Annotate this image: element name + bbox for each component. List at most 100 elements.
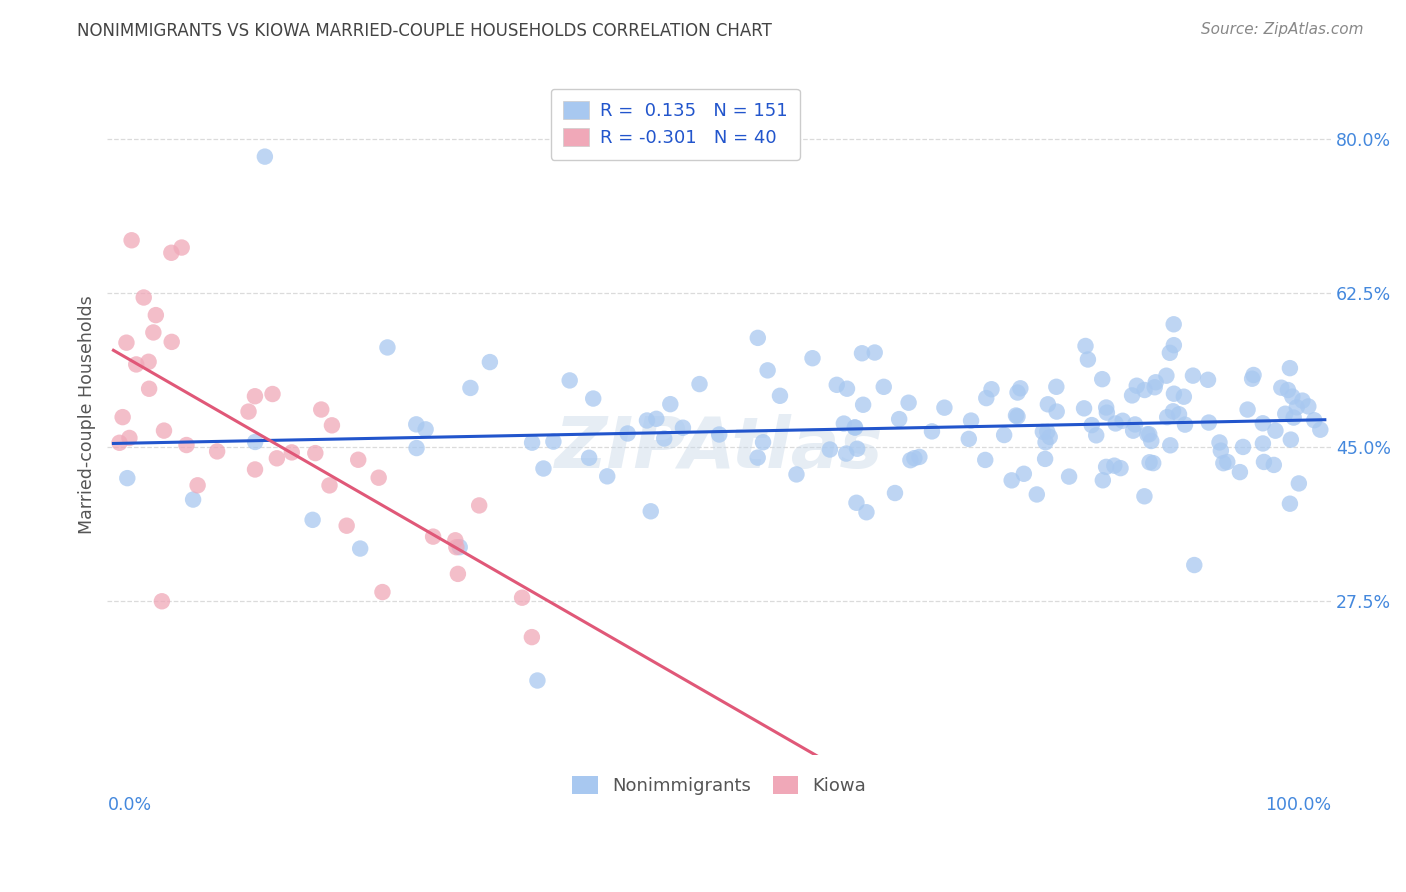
Point bbox=[262, 387, 284, 401]
Point bbox=[659, 397, 682, 411]
Point bbox=[1057, 469, 1080, 483]
Point bbox=[1236, 402, 1258, 417]
Point bbox=[1033, 451, 1056, 466]
Point bbox=[321, 418, 343, 433]
Point bbox=[1036, 397, 1059, 411]
Point bbox=[974, 453, 997, 467]
Point bbox=[121, 233, 143, 247]
Point bbox=[844, 420, 866, 434]
Point bbox=[1039, 430, 1062, 444]
Point bbox=[1126, 378, 1149, 392]
Point bbox=[960, 414, 983, 428]
Point bbox=[118, 431, 141, 445]
Y-axis label: Married-couple Households: Married-couple Households bbox=[79, 294, 96, 533]
Point bbox=[243, 462, 266, 476]
Point bbox=[1198, 416, 1220, 430]
Point bbox=[1007, 409, 1029, 424]
Point bbox=[1046, 404, 1069, 418]
Point bbox=[1077, 352, 1099, 367]
Point bbox=[1209, 443, 1232, 458]
Point bbox=[747, 331, 769, 345]
Point bbox=[526, 673, 548, 688]
Point bbox=[1137, 427, 1160, 442]
Point bbox=[377, 341, 399, 355]
Point bbox=[415, 422, 437, 436]
Point bbox=[1007, 385, 1029, 400]
Point bbox=[336, 518, 359, 533]
Point bbox=[1104, 458, 1126, 473]
Point bbox=[1174, 417, 1197, 432]
Point bbox=[1288, 476, 1310, 491]
Point bbox=[709, 427, 731, 442]
Point bbox=[801, 351, 824, 366]
Point bbox=[304, 446, 326, 460]
Point bbox=[652, 432, 675, 446]
Point bbox=[533, 461, 555, 475]
Point bbox=[1139, 455, 1161, 469]
Point bbox=[1035, 435, 1057, 450]
Point bbox=[108, 435, 131, 450]
Point bbox=[1001, 474, 1024, 488]
Point bbox=[449, 540, 471, 554]
Point bbox=[1182, 558, 1205, 572]
Point bbox=[1309, 423, 1331, 437]
Point bbox=[1109, 461, 1132, 475]
Point bbox=[266, 451, 288, 466]
Point bbox=[818, 442, 841, 457]
Point bbox=[747, 450, 769, 465]
Point bbox=[1163, 338, 1185, 352]
Point bbox=[558, 373, 581, 387]
Legend: Nonimmigrants, Kiowa: Nonimmigrants, Kiowa bbox=[564, 767, 875, 805]
Point bbox=[863, 345, 886, 359]
Point bbox=[1229, 465, 1251, 479]
Point bbox=[444, 533, 467, 548]
Point bbox=[1095, 406, 1118, 420]
Point bbox=[1142, 456, 1164, 470]
Point bbox=[347, 452, 370, 467]
Point bbox=[1285, 401, 1308, 415]
Point bbox=[1277, 383, 1299, 397]
Point bbox=[689, 377, 711, 392]
Point bbox=[845, 496, 868, 510]
Point bbox=[405, 441, 427, 455]
Point bbox=[873, 380, 896, 394]
Point bbox=[1208, 435, 1230, 450]
Point bbox=[636, 413, 658, 427]
Point bbox=[460, 381, 482, 395]
Point bbox=[243, 434, 266, 449]
Point bbox=[543, 434, 565, 449]
Point bbox=[1282, 410, 1305, 425]
Point bbox=[1080, 418, 1102, 433]
Point bbox=[520, 630, 543, 644]
Point bbox=[616, 426, 638, 441]
Point bbox=[1032, 425, 1054, 439]
Point bbox=[468, 499, 491, 513]
Point bbox=[1091, 372, 1114, 386]
Point bbox=[1073, 401, 1095, 416]
Point bbox=[1095, 401, 1118, 415]
Point bbox=[884, 486, 907, 500]
Point bbox=[908, 450, 931, 464]
Point bbox=[446, 540, 468, 554]
Point bbox=[1181, 368, 1204, 383]
Point bbox=[301, 513, 323, 527]
Point bbox=[1163, 386, 1185, 401]
Point bbox=[447, 566, 470, 581]
Point bbox=[582, 392, 605, 406]
Point bbox=[1085, 428, 1108, 442]
Point bbox=[1156, 410, 1178, 425]
Point bbox=[1036, 425, 1059, 439]
Point bbox=[1095, 459, 1118, 474]
Point bbox=[405, 417, 427, 432]
Point bbox=[367, 471, 389, 485]
Point bbox=[1074, 339, 1097, 353]
Point bbox=[852, 398, 875, 412]
Point bbox=[1163, 318, 1185, 332]
Point bbox=[142, 326, 165, 340]
Point bbox=[1291, 393, 1313, 408]
Point bbox=[253, 150, 276, 164]
Point bbox=[1253, 455, 1275, 469]
Point bbox=[1025, 487, 1047, 501]
Point bbox=[1111, 414, 1133, 428]
Point bbox=[785, 467, 807, 482]
